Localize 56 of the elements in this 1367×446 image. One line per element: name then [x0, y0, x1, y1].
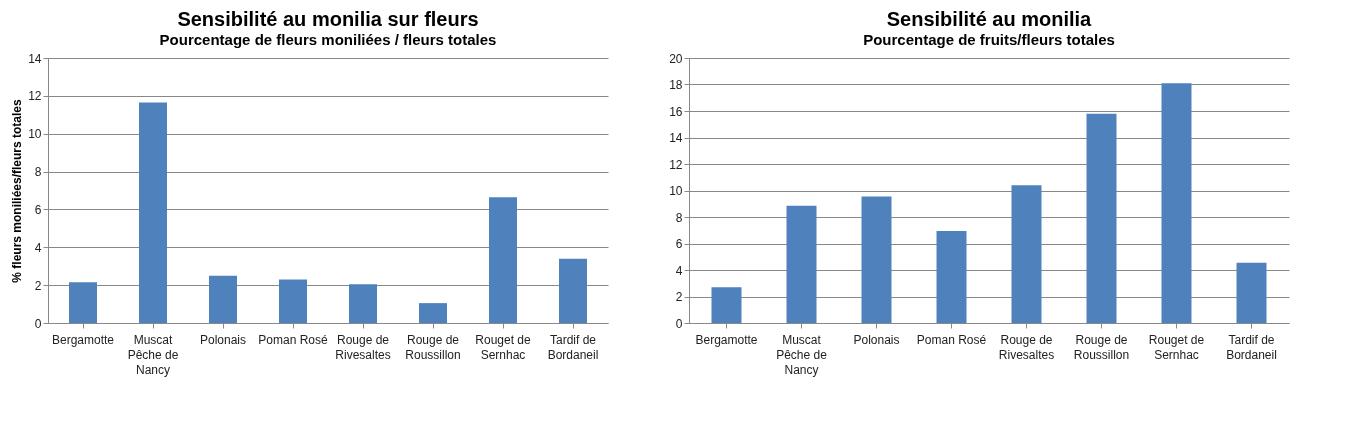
y-tick-label: 2: [675, 290, 683, 304]
bar: [786, 205, 817, 323]
y-tick-label: 18: [669, 78, 683, 92]
x-tick-label: Tardif de Bordaneil: [1226, 332, 1277, 362]
x-tick-label: Rouge de Roussillon: [405, 332, 461, 362]
x-tick-label: Polonais: [199, 332, 247, 347]
y-tick-label: 6: [34, 202, 42, 217]
x-tick-label: Rouget de Sernhac: [1148, 332, 1205, 362]
x-tick-label: Polonais: [853, 332, 900, 347]
y-tick-label: 16: [669, 104, 683, 119]
x-tick-label: Bergamotte: [695, 332, 758, 347]
bar: [711, 287, 742, 323]
bar: [69, 282, 97, 323]
y-tick-label: 6: [675, 237, 683, 251]
y-tick-label: 14: [669, 131, 683, 145]
chart-subtitle: Pourcentage de fleurs moniliées / fleurs totales: [159, 31, 497, 48]
y-tick-label: 4: [34, 240, 42, 255]
bar: [349, 284, 377, 323]
bar: [861, 196, 892, 323]
bar: [139, 102, 167, 323]
bar: [209, 275, 237, 323]
bar: [279, 279, 307, 323]
x-tick-label: Tardif de Bordaneil: [547, 332, 599, 362]
y-tick-label: 0: [675, 316, 683, 331]
y-tick-label: 12: [669, 157, 683, 172]
bar: [1236, 262, 1267, 323]
x-tick-label: Poman Rosé: [258, 332, 329, 347]
x-tick-label: Rouge de Rivesaltes: [335, 332, 391, 362]
y-tick-label: 12: [28, 89, 42, 104]
bar: [1011, 185, 1042, 323]
bar: [1086, 113, 1117, 323]
y-tick-label: 20: [669, 51, 683, 66]
x-tick-label: Poman Rosé: [916, 332, 987, 347]
y-tick-label: 10: [28, 127, 42, 142]
y-tick-label: 10: [669, 184, 683, 198]
chart-title: Sensibilité au monilia sur fleurs: [177, 8, 479, 30]
bar: [489, 197, 517, 323]
y-tick-label: 8: [675, 210, 683, 225]
x-tick-label: Bergamotte: [51, 332, 115, 347]
chart-subtitle: Pourcentage de fruits/fleurs totales: [863, 31, 1115, 48]
bar: [1161, 83, 1192, 323]
x-tick-label: Rouget de Sernhac: [475, 332, 532, 362]
bar: [936, 230, 967, 323]
y-tick-label: 14: [28, 51, 42, 66]
y-tick-label: 0: [34, 316, 42, 331]
x-tick-label: Muscat Pêche de Nancy: [776, 332, 828, 377]
x-tick-label: Rouge de Roussillon: [1073, 332, 1130, 362]
y-tick-label: 8: [34, 165, 42, 180]
y-tick-label: 2: [34, 278, 42, 293]
x-tick-label: Rouge de Rivesaltes: [998, 332, 1055, 362]
y-tick-label: 4: [675, 263, 683, 278]
bar: [559, 258, 587, 323]
y-axis-title: % fleurs moniliées/fleurs totales: [10, 98, 25, 283]
bar: [419, 303, 447, 323]
chart-title: Sensibilité au monilia: [886, 8, 1093, 30]
x-tick-label: Muscat Pêche de Nancy: [127, 332, 179, 377]
